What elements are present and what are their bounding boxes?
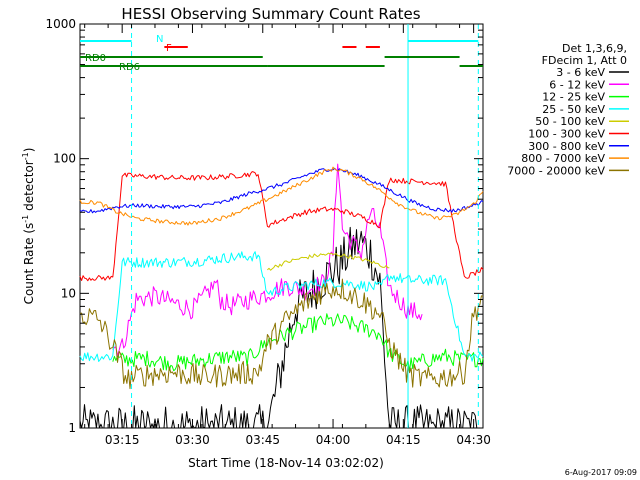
legend-entry-label: 3 - 6 keV — [556, 66, 605, 79]
legend: Det 1,3,6,9, FDecim 1, Att 0 3 - 6 keV6 … — [507, 42, 629, 177]
y-axis-label-sup: -1 — [21, 215, 30, 223]
legend-header-line-1: Det 1,3,6,9, — [562, 42, 627, 55]
timestamp: 6-Aug-2017 09:09 — [565, 468, 637, 477]
y-axis-label: Count Rate (s-1 detector-1) — [21, 148, 36, 305]
y-tick-label: 10 — [61, 286, 76, 300]
legend-header-line-2: FDecim 1, Att 0 — [542, 54, 627, 67]
y-axis-label-suffix: ) — [22, 148, 36, 153]
series-line-12-25keV — [112, 313, 484, 372]
x-tick-label: 03:45 — [245, 433, 280, 447]
legend-entry-label: 300 - 800 keV — [528, 140, 605, 153]
x-tick-label: 04:15 — [386, 433, 421, 447]
y-tick-label: 100 — [53, 152, 76, 166]
series-line-300-800keV — [79, 167, 484, 214]
y-axis-label-mid: detector — [22, 160, 36, 215]
flag-label-n: N — [156, 34, 163, 45]
legend-entry-label: 12 - 25 keV — [542, 91, 605, 104]
x-tick-label: 04:30 — [456, 433, 491, 447]
series-line-7000-20000keV — [79, 278, 484, 390]
flag-label-rd6: RD6 — [119, 62, 140, 73]
legend-entry-label: 50 - 100 keV — [535, 115, 605, 128]
legend-entry-label: 6 - 12 keV — [549, 78, 605, 91]
flag-label-f: F — [166, 43, 172, 54]
series-line-3-6keV — [79, 226, 483, 429]
plot-area-border — [79, 23, 484, 429]
x-tick-label: 03:30 — [175, 433, 210, 447]
flag-label-rd0: RD0 — [85, 53, 106, 64]
series-layer — [79, 163, 484, 429]
x-tick-label: 04:00 — [316, 433, 351, 447]
chart-title: HESSI Observing Summary Count Rates — [121, 5, 420, 23]
x-tick-label: 03:15 — [105, 433, 140, 447]
series-line-100-300keV — [79, 171, 484, 282]
y-axis-label-prefix: Count Rate (s — [22, 223, 36, 305]
series-line-6-12keV — [112, 163, 423, 357]
y-axis-label-sup2: -1 — [21, 152, 30, 160]
series-line-50-100keV — [267, 252, 390, 271]
legend-entry-label: 25 - 50 keV — [542, 103, 605, 116]
legend-entry-label: 7000 - 20000 keV — [507, 164, 605, 177]
y-tick-label: 1000 — [45, 17, 76, 31]
flag-layer: NF RD0 RD6 — [80, 24, 483, 428]
legend-entry-label: 800 - 7000 keV — [521, 152, 605, 165]
x-axis-label: Start Time (18-Nov-14 03:02:02) — [188, 456, 384, 470]
series-line-800-7000keV — [79, 166, 484, 226]
axis-layer: 1 10 100 1000 03:15 03:30 03:45 04:00 04:15 04:30 — [45, 17, 490, 447]
y-tick-label: 1 — [68, 421, 76, 435]
series-line-25-50keV — [79, 251, 484, 362]
legend-entry-label: 100 - 300 keV — [528, 128, 605, 141]
